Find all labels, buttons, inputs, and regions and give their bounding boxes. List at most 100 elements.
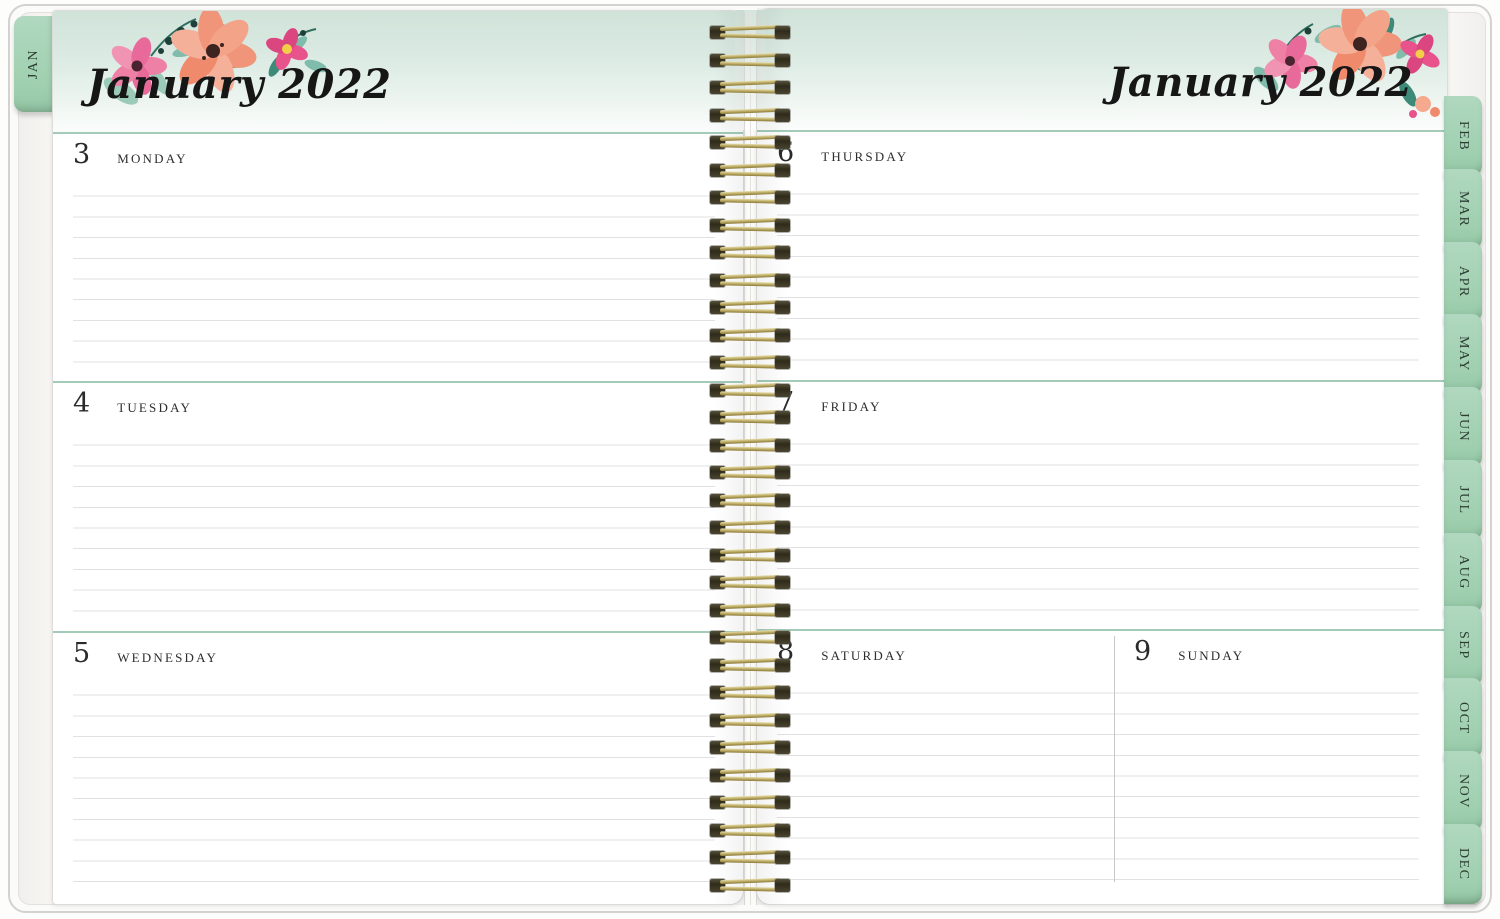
spiral-coil-icon [706, 162, 794, 177]
tab-label: OCT [1456, 702, 1471, 735]
day-name: SATURDAY [821, 648, 907, 663]
day-section-saturday-sunday: 8 SATURDAY 9 SUNDAY [757, 629, 1447, 904]
right-page-header: January 2022 [757, 9, 1447, 138]
tab-label: APR [1456, 265, 1471, 298]
spiral-coil-icon [706, 712, 794, 727]
left-page-header: January 2022 [53, 11, 743, 142]
page-stack-left-edge [18, 12, 56, 905]
spiral-coil-icon [706, 657, 794, 672]
day-date: 9 [1134, 636, 1152, 667]
day-date: 5 [73, 638, 91, 669]
day-header-saturday: 8 SATURDAY [777, 638, 907, 665]
tab-mar[interactable]: MAR [1444, 168, 1482, 249]
spiral-coil-icon [706, 492, 794, 507]
saturday-sunday-divider [1114, 636, 1115, 882]
day-section-tuesday: 4 TUESDAY [53, 381, 743, 631]
right-page: January 2022 6 THURSDAY 7 FRIDAY 8 SATUR… [756, 8, 1448, 905]
tab-sep[interactable]: SEP [1444, 605, 1482, 686]
tab-oct[interactable]: OCT [1444, 678, 1482, 759]
spiral-coil-icon [706, 464, 794, 479]
tab-jul[interactable]: JUL [1444, 460, 1482, 540]
day-name: WEDNESDAY [117, 650, 219, 665]
day-section-friday: 7 FRIDAY [757, 380, 1447, 629]
ruled-writing-lines [73, 176, 715, 363]
tab-label: NOV [1456, 773, 1471, 809]
spiral-coil-icon [706, 547, 794, 562]
spiral-coil-icon [706, 684, 794, 699]
tab-label: DEC [1456, 847, 1471, 881]
page-edge-line [744, 12, 745, 905]
day-section-thursday: 6 THURSDAY [757, 130, 1447, 380]
day-date: 4 [73, 388, 91, 419]
spiral-coil-icon [706, 272, 794, 287]
spiral-coil-icon [706, 354, 794, 369]
ruled-writing-lines [777, 174, 1419, 362]
day-date: 8 [777, 638, 794, 665]
spiral-coil-icon [706, 52, 794, 67]
page-edge-line [750, 12, 751, 905]
day-header-sunday: 9 SUNDAY [1134, 638, 1244, 665]
spiral-binding [700, 10, 800, 905]
spiral-coil-icon [706, 107, 794, 122]
spiral-coil-icon [706, 437, 794, 452]
tab-may[interactable]: MAY [1444, 314, 1482, 395]
spiral-coil-icon [706, 519, 794, 534]
right-month-title: January 2022 [1108, 59, 1413, 106]
tab-jan[interactable]: JAN [14, 16, 54, 112]
ruled-writing-lines [777, 673, 1419, 888]
tab-label: AUG [1456, 555, 1471, 591]
spiral-coil-icon [706, 382, 794, 397]
day-name: TUESDAY [117, 400, 193, 415]
tab-label: JUL [1456, 485, 1471, 515]
tab-label: JUN [1456, 412, 1471, 443]
day-header: 3 MONDAY [73, 141, 188, 168]
day-header: 5 WEDNESDAY [73, 640, 218, 667]
spiral-coil-icon [706, 189, 794, 204]
tab-jun[interactable]: JUN [1444, 387, 1482, 468]
spiral-coil-icon [706, 794, 794, 809]
spiral-coil-icon [706, 739, 794, 754]
day-name: SUNDAY [1178, 648, 1245, 663]
spiral-coil-icon [706, 244, 794, 259]
spiral-coil-icon [706, 79, 794, 94]
spiral-coil-icon [706, 849, 794, 864]
spiral-coil-icon [706, 822, 794, 837]
tab-dec[interactable]: DEC [1444, 824, 1482, 904]
spiral-coil-icon [706, 877, 794, 892]
spiral-coil-icon [706, 574, 794, 589]
spiral-coil-icon [706, 409, 794, 424]
spiral-coil-icon [706, 217, 794, 232]
tab-nov[interactable]: NOV [1444, 751, 1482, 832]
tab-label: SEP [1456, 631, 1471, 660]
page-edge-line [756, 12, 757, 905]
ruled-writing-lines [73, 675, 715, 888]
day-section-monday: 3 MONDAY [53, 132, 743, 381]
spiral-coil-icon [706, 767, 794, 782]
spiral-coil-icon [706, 24, 794, 39]
gutter-shadow-right [757, 8, 787, 905]
spiral-coil-icon [706, 327, 794, 342]
spiral-coil-icon [706, 602, 794, 617]
day-name: FRIDAY [821, 399, 882, 414]
tab-label: MAY [1456, 336, 1471, 373]
day-name: MONDAY [117, 151, 188, 166]
tab-label: FEB [1456, 120, 1471, 152]
spiral-coil-icon [706, 299, 794, 314]
left-page: January 2022 3 MONDAY 4 TUESDAY 5 WEDNES… [52, 10, 744, 905]
tab-feb[interactable]: FEB [1444, 96, 1482, 176]
day-header: 4 TUESDAY [73, 390, 192, 417]
day-name: THURSDAY [821, 149, 909, 164]
day-section-wednesday: 5 WEDNESDAY [53, 631, 743, 904]
tab-label: MAR [1456, 190, 1471, 227]
tab-apr[interactable]: APR [1444, 241, 1482, 322]
spiral-coil-icon [706, 134, 794, 149]
spiral-coil-icon [706, 629, 794, 644]
day-date: 3 [73, 139, 91, 170]
tab-jan-label: JAN [26, 48, 41, 80]
gutter-shadow-left [714, 10, 744, 905]
ruled-writing-lines [73, 425, 715, 613]
ruled-writing-lines [777, 424, 1419, 611]
tab-aug[interactable]: AUG [1444, 532, 1482, 613]
left-month-title: January 2022 [87, 61, 392, 108]
